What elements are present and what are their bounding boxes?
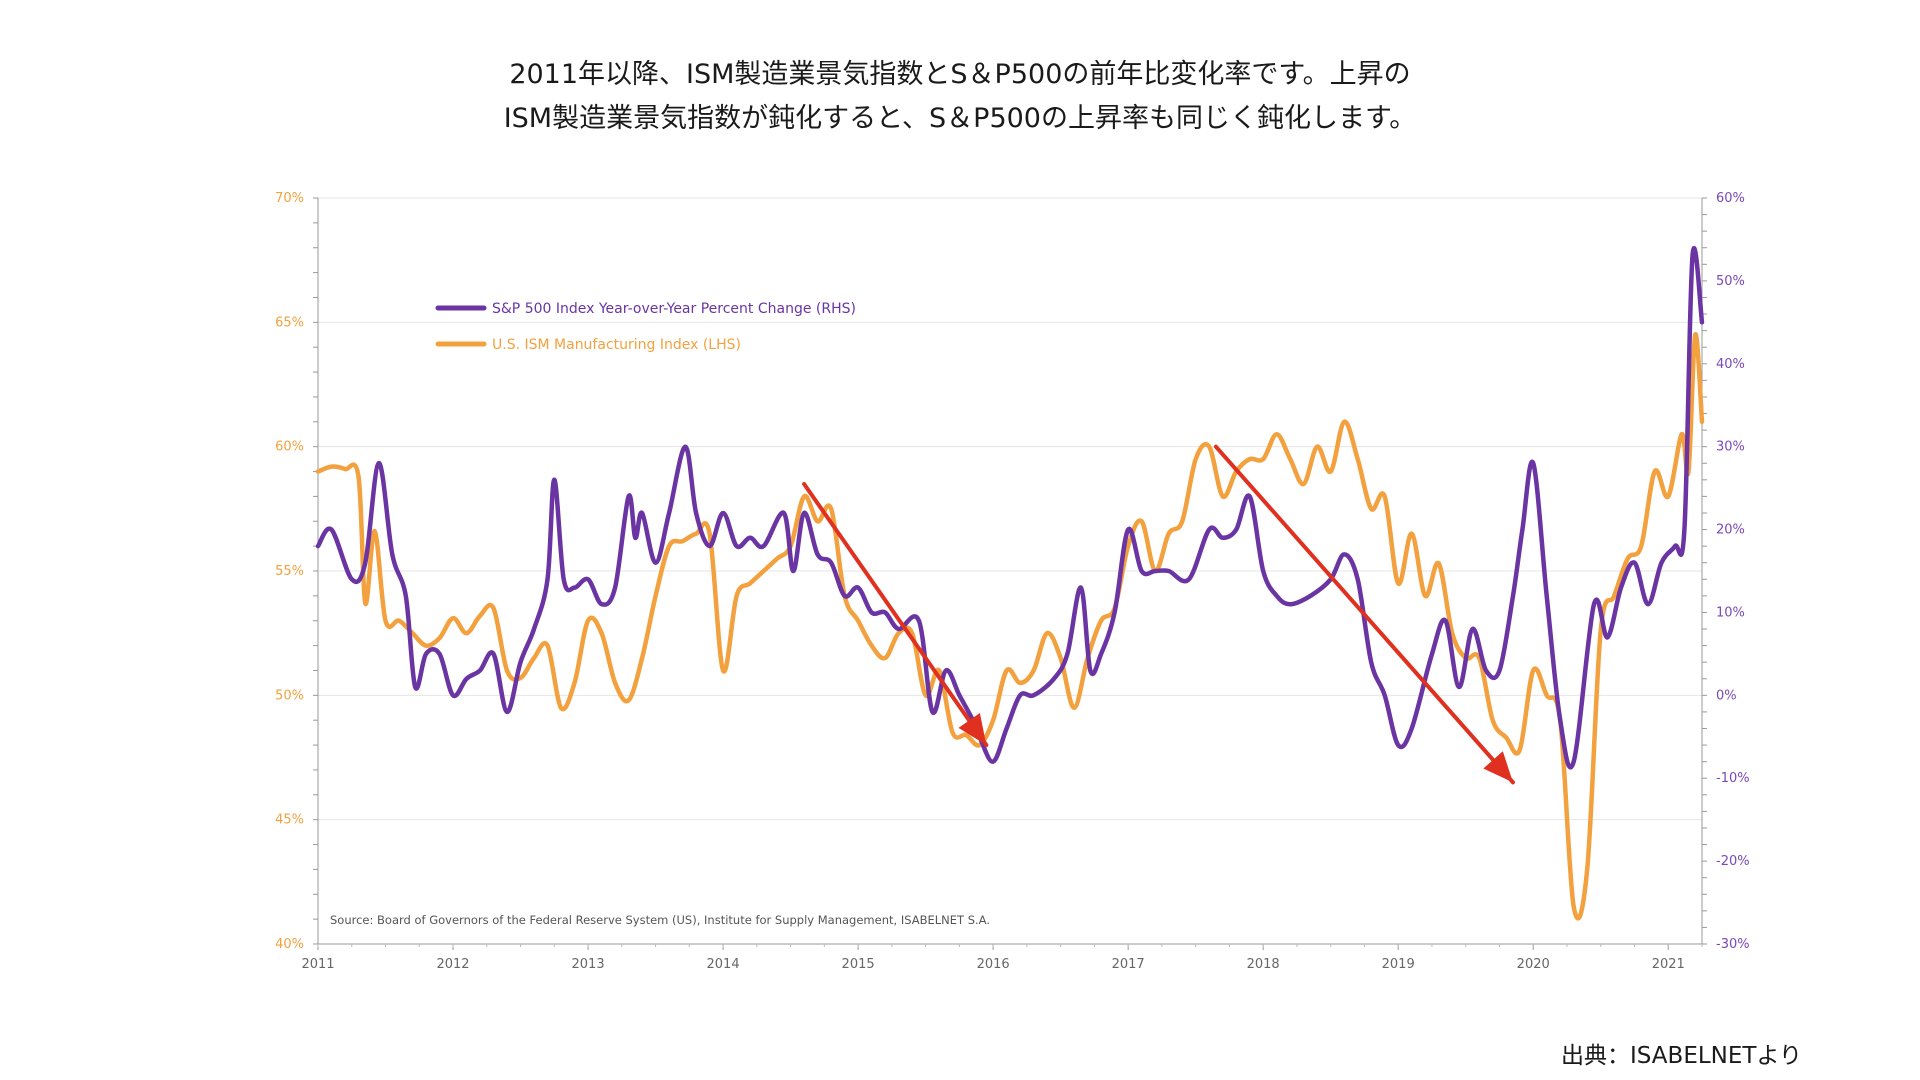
source-note: Source: Board of Governors of the Federa… <box>330 913 990 927</box>
x-tick-label: 2019 <box>1382 957 1415 972</box>
right-tick-label: -20% <box>1716 854 1750 869</box>
series-lines <box>315 245 1705 921</box>
left-tick-label: 70% <box>275 191 304 206</box>
right-tick-label: 30% <box>1716 440 1745 455</box>
right-tick-label: 0% <box>1716 688 1737 703</box>
right-tick-label: 50% <box>1716 274 1745 289</box>
headline-line-2: ISM製造業景気指数が鈍化すると、S＆P500の上昇率も同じく鈍化します。 <box>503 103 1417 134</box>
left-tick-label: 45% <box>275 813 304 828</box>
trend-arrow-shaft <box>802 481 989 748</box>
right-tick-label: -10% <box>1716 771 1750 786</box>
x-tick-label: 2016 <box>977 957 1010 972</box>
x-tick-label: 2011 <box>301 957 334 972</box>
x-tick-label: 2013 <box>572 957 605 972</box>
left-tick-label: 55% <box>275 564 304 579</box>
right-tick-label: 10% <box>1716 605 1745 620</box>
x-tick-label: 2020 <box>1517 957 1550 972</box>
headline-line-1: 2011年以降、ISM製造業景気指数とS＆P500の前年比変化率です。上昇の <box>509 59 1411 90</box>
x-tick-label: 2021 <box>1652 957 1685 972</box>
right-tick-label: 60% <box>1716 191 1745 206</box>
credit-note: 出典：ISABELNETより <box>1561 1043 1802 1069</box>
legend-label: U.S. ISM Manufacturing Index (LHS) <box>492 337 741 353</box>
sp500-series-line <box>315 245 1705 770</box>
legend-label: S&P 500 Index Year-over-Year Percent Cha… <box>492 301 856 317</box>
x-tick-label: 2017 <box>1112 957 1145 972</box>
left-tick-label: 60% <box>275 440 304 455</box>
x-tick-label: 2012 <box>436 957 469 972</box>
trend-arrows <box>802 444 1515 785</box>
trend-arrow-shaft <box>1213 444 1515 785</box>
trend-arrow-head <box>1483 751 1513 783</box>
x-tick-label: 2014 <box>707 957 740 972</box>
x-tick-label: 2018 <box>1247 957 1280 972</box>
left-tick-label: 65% <box>275 315 304 330</box>
x-tick-label: 2015 <box>842 957 875 972</box>
left-tick-label: 50% <box>275 688 304 703</box>
right-tick-label: 20% <box>1716 523 1745 538</box>
trend-arrow-head <box>958 713 987 746</box>
right-tick-label: 40% <box>1716 357 1745 372</box>
right-tick-label: -30% <box>1716 937 1750 952</box>
left-tick-label: 40% <box>275 937 304 952</box>
ism-series-line <box>315 332 1705 921</box>
legend: S&P 500 Index Year-over-Year Percent Cha… <box>435 301 856 353</box>
